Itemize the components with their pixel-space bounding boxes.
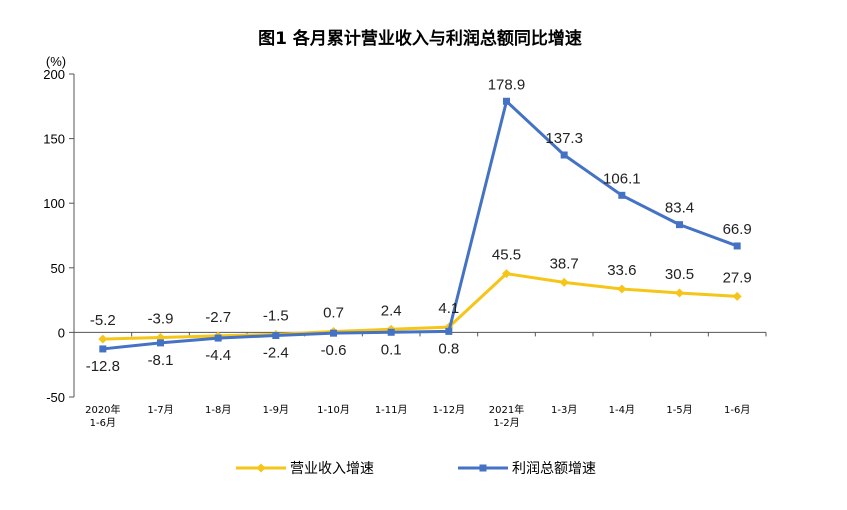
x-tick-label: 1-10月 [317,404,350,416]
data-point [560,151,568,159]
data-point [445,327,453,335]
data-label: -12.8 [86,358,120,375]
x-tick-label: 1-9月 [263,404,289,416]
y-tick-label: 50 [51,261,65,276]
data-label: -2.4 [263,345,289,362]
data-point [387,328,395,336]
data-point [675,288,684,298]
data-label: -4.4 [205,347,231,364]
data-label: 137.3 [545,130,583,147]
data-label: -0.6 [321,342,347,359]
y-axis-ticks: 200 150 100 50 0 -50 [43,67,74,405]
data-label: 66.9 [723,221,752,238]
data-label: -5.2 [90,312,116,329]
legend-marker [256,463,266,473]
data-point [676,221,683,229]
axes [73,74,766,397]
legend-label: 营业收入增速 [290,461,374,477]
y-tick-label: 150 [43,132,65,147]
data-label: 33.6 [607,262,636,279]
data-label: 83.4 [665,200,694,217]
data-point [733,242,741,250]
x-tick-label: 2021年 [489,403,524,416]
chart-title: 图1 各月累计营业收入与利润总额同比增速 [258,28,582,49]
data-label: -3.9 [148,310,174,327]
data-point [272,332,280,340]
data-point [503,97,510,105]
x-tick-label: 1-6月 [724,404,750,416]
data-point [157,339,164,347]
y-tick-label: 100 [43,196,65,211]
data-point [99,345,107,353]
data-point [618,191,626,199]
x-tick-label: 2020年 [85,403,120,416]
legend-marker [479,464,487,472]
data-label: -2.7 [205,309,231,326]
y-axis-unit: (%) [46,54,66,69]
data-label: 0.7 [323,304,344,321]
data-label: 0.8 [438,340,459,357]
data-label: 30.5 [665,266,694,283]
data-point [559,277,569,287]
data-label: 2.4 [381,302,402,319]
data-label: 4.1 [438,300,459,317]
x-tick-label: 1-8月 [205,404,231,416]
legend-label: 利润总额增速 [512,461,596,477]
x-tick-label: 1-5月 [666,404,692,416]
data-label: 106.1 [603,170,641,187]
y-tick-label: 0 [58,325,65,340]
data-label: 0.1 [381,341,402,358]
x-tick-label: 1-4月 [609,404,635,416]
series-line [102,99,738,351]
data-label: 27.9 [723,269,752,286]
data-label: 178.9 [488,76,526,93]
data-point [617,284,627,294]
series-line [102,272,738,341]
x-tick-label: 1-3月 [551,404,577,416]
data-point [214,334,222,342]
data-labels: -5.2 -3.9 -2.7 -1.5 0.7 2.4 4.1 45.5 38.7 33.6 30.… [86,76,752,375]
data-point [502,269,511,279]
legend: 营业收入增速 利润总额增速 [236,461,596,477]
x-tick-label: 1-12月 [432,404,465,416]
x-tick-label: 1-7月 [147,404,173,416]
data-point [732,291,742,301]
y-tick-label: 200 [43,67,65,82]
x-tick-label: 1-11月 [375,404,408,416]
x-tick-label: 1-6月 [90,417,116,429]
data-label: -8.1 [148,352,174,369]
x-tick-label: 1-2月 [493,417,519,429]
data-label: 38.7 [550,255,579,272]
data-label: -1.5 [263,307,289,324]
data-point [330,329,337,337]
data-point [98,334,108,344]
data-label: 45.5 [492,247,521,264]
series-layer [98,97,742,353]
y-tick-label: -50 [46,390,65,405]
